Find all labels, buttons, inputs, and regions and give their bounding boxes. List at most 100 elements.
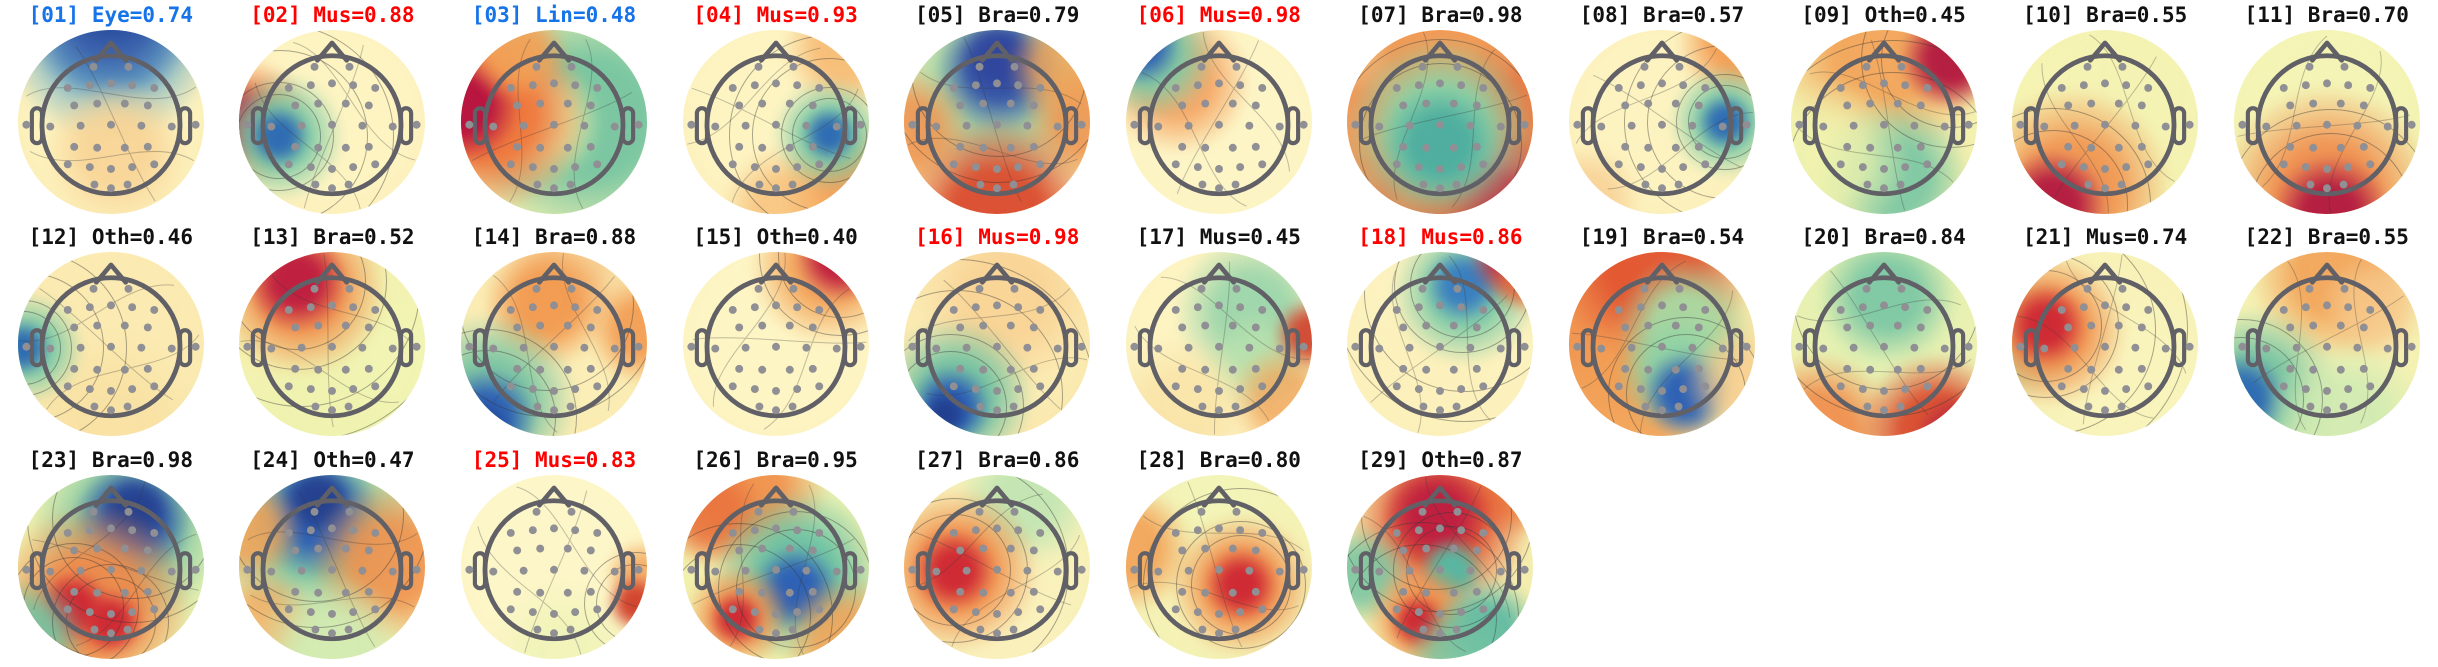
component-cell: [28] Bra=0.80 bbox=[1108, 445, 1330, 667]
topomap-disk bbox=[1347, 474, 1534, 659]
electrode-dots bbox=[243, 507, 421, 637]
head-outline bbox=[704, 53, 847, 197]
head-outline bbox=[1368, 53, 1512, 197]
topomap-disk bbox=[2012, 30, 2199, 214]
contour-ring bbox=[2233, 109, 2420, 214]
electrode-dots bbox=[1351, 507, 1529, 637]
head-outline bbox=[482, 275, 626, 419]
head-schematic bbox=[908, 37, 1086, 202]
electrode-dots bbox=[1573, 285, 1751, 415]
head-outline bbox=[260, 53, 404, 197]
component-cell: [26] Bra=0.95 bbox=[665, 445, 887, 667]
topomap-disk bbox=[904, 474, 1091, 659]
head-schematic bbox=[465, 253, 643, 434]
head-schematic bbox=[908, 262, 1088, 419]
topomap-disk bbox=[460, 474, 647, 659]
component-cell: [27] Bra=0.86 bbox=[886, 445, 1108, 667]
topomap-disk bbox=[1568, 30, 1755, 214]
electrode-dots bbox=[465, 62, 643, 193]
component-title: [03] Lin=0.48 bbox=[471, 3, 637, 27]
component-title: [24] Oth=0.47 bbox=[250, 447, 415, 472]
head-outline bbox=[1812, 275, 1955, 419]
component-title: [13] Bra=0.52 bbox=[250, 225, 415, 250]
head-outline bbox=[925, 497, 1069, 641]
head-outline bbox=[2033, 53, 2177, 197]
electrode-dots bbox=[2238, 285, 2416, 415]
topomap-disk bbox=[2233, 252, 2420, 437]
electrode-dots bbox=[1130, 285, 1308, 415]
component-title: [29] Oth=0.87 bbox=[1358, 447, 1523, 472]
topomap-disk bbox=[1347, 30, 1534, 214]
head-outline bbox=[1147, 53, 1291, 197]
topomap-disk bbox=[239, 474, 426, 659]
contour-lines bbox=[908, 37, 1082, 202]
topomap-disk bbox=[682, 30, 869, 214]
head-schematic bbox=[2016, 34, 2194, 214]
head-schematic bbox=[1794, 262, 1973, 419]
head-outline bbox=[925, 53, 1069, 197]
component-cell: [19] Bra=0.54 bbox=[1551, 222, 1773, 444]
component-title: [04] Mus=0.93 bbox=[693, 3, 858, 27]
electrode-dots bbox=[908, 285, 1086, 415]
head-schematic bbox=[1571, 261, 1751, 434]
topomap-disk bbox=[1125, 252, 1312, 437]
component-cell: [08] Bra=0.57 bbox=[1551, 0, 1773, 222]
topomap-disk bbox=[1790, 252, 1977, 437]
component-title: [26] Bra=0.95 bbox=[693, 447, 858, 472]
topomap-disk bbox=[460, 252, 647, 437]
component-cell: [06] Mus=0.98 bbox=[1108, 0, 1330, 222]
component-cell: [01] Eye=0.74 bbox=[0, 0, 222, 222]
component-title: [01] Eye=0.74 bbox=[28, 3, 193, 27]
electrode-dots bbox=[22, 62, 200, 193]
component-title: [19] Bra=0.54 bbox=[1579, 225, 1745, 250]
component-title: [11] Bra=0.70 bbox=[2244, 3, 2409, 27]
topomap-disk bbox=[17, 252, 204, 437]
head-outline bbox=[39, 497, 183, 641]
electrode-dots bbox=[243, 285, 421, 415]
electrode-dots bbox=[1130, 62, 1308, 193]
head-outline bbox=[1590, 53, 1734, 197]
electrode-dots bbox=[686, 62, 865, 193]
component-title: [20] Bra=0.84 bbox=[1801, 225, 1966, 250]
head-schematic bbox=[1130, 31, 1308, 207]
electrode-dots bbox=[1130, 507, 1308, 637]
component-title: [23] Bra=0.98 bbox=[28, 447, 193, 472]
topomap-disk bbox=[682, 252, 869, 437]
component-cell: [03] Lin=0.48 bbox=[443, 0, 665, 222]
topomap-disk bbox=[460, 30, 647, 214]
contour-ring bbox=[1175, 520, 1307, 650]
topomap-disk bbox=[1790, 30, 1977, 214]
component-cell: [24] Oth=0.47 bbox=[222, 445, 444, 667]
electrode-dots bbox=[2016, 62, 2194, 193]
head-outline bbox=[704, 275, 847, 419]
head-schematic bbox=[465, 485, 643, 655]
component-title: [08] Bra=0.57 bbox=[1579, 3, 1745, 27]
component-cell: [16] Mus=0.98 bbox=[886, 222, 1108, 444]
electrode-dots bbox=[22, 285, 200, 415]
head-schematic bbox=[22, 40, 200, 202]
contour-lines bbox=[1796, 270, 1972, 416]
topomap-disk bbox=[17, 474, 204, 659]
topomap-disk bbox=[239, 252, 426, 437]
head-schematic bbox=[908, 485, 1086, 647]
head-schematic bbox=[2016, 255, 2194, 425]
head-schematic bbox=[19, 262, 200, 419]
head-schematic bbox=[1351, 31, 1529, 208]
head-schematic bbox=[686, 483, 865, 655]
component-title: [14] Bra=0.88 bbox=[471, 225, 637, 250]
electrode-dots bbox=[2238, 62, 2416, 193]
topomap-disk bbox=[17, 30, 204, 214]
component-cell: [04] Mus=0.93 bbox=[665, 0, 887, 222]
component-title: [18] Mus=0.86 bbox=[1358, 225, 1523, 250]
head-schematic bbox=[686, 40, 865, 203]
component-title: [07] Bra=0.98 bbox=[1358, 3, 1523, 27]
topomap-disk bbox=[1568, 252, 1755, 437]
topomap-disk bbox=[2233, 30, 2420, 214]
head-outline bbox=[482, 53, 626, 197]
component-title: [28] Bra=0.80 bbox=[1136, 447, 1301, 472]
component-cell: [21] Mus=0.74 bbox=[1994, 222, 2216, 444]
contour-ring bbox=[1347, 39, 1534, 214]
head-outline bbox=[260, 497, 404, 641]
head-outline bbox=[1147, 275, 1291, 419]
component-title: [17] Mus=0.45 bbox=[1136, 225, 1301, 250]
